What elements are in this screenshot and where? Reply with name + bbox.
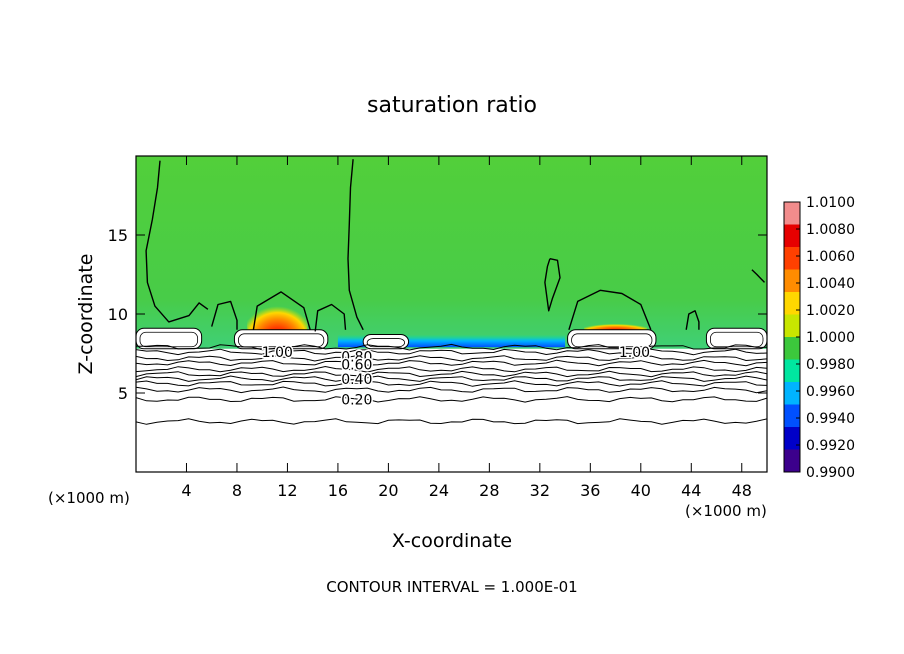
colorbar-label-3: 1.0060 xyxy=(806,249,855,265)
contour-label-6: 0.20 xyxy=(341,392,372,408)
colorbar-label-9: 0.9940 xyxy=(806,411,855,427)
unsaturated-region-4 xyxy=(567,329,657,350)
cloud-contour-3 xyxy=(252,291,311,330)
unsaturated-contour-4 xyxy=(571,333,653,348)
stable-contour-line-4 xyxy=(136,359,767,367)
cloud-contour-2 xyxy=(347,159,364,331)
contour-label-2: 1.00 xyxy=(619,345,650,361)
stable-contour-line-11 xyxy=(136,418,767,425)
contour-label-1: 1.00 xyxy=(262,345,293,361)
colorbar-label-11: 0.9900 xyxy=(806,465,855,481)
x-tick-label-4: 4 xyxy=(181,481,191,500)
x-tick-label-44: 44 xyxy=(681,481,701,500)
unsaturated-region-5 xyxy=(705,327,767,350)
unsaturated-contour-3 xyxy=(366,338,405,348)
y-axis-label: Z-coordinate xyxy=(75,254,97,375)
colorbar: 1.0100 1.0080 1.0060 1.0040 1.0020 1.0000 0.99… xyxy=(783,195,855,481)
colorbar-label-6: 1.0000 xyxy=(806,330,855,346)
colorbar-label-1: 1.0100 xyxy=(806,195,855,211)
x-tick-label-8: 8 xyxy=(232,481,242,500)
colorbar-label-7: 0.9980 xyxy=(806,357,855,373)
cloud-contour-1 xyxy=(145,160,209,323)
unsaturated-region-1 xyxy=(136,327,203,350)
colorbar-label-5: 1.0020 xyxy=(806,303,855,319)
x-unit-right: (×1000 m) xyxy=(685,502,767,520)
x-tick-label-28: 28 xyxy=(479,481,499,500)
colorbar-label-8: 0.9960 xyxy=(806,384,855,400)
x-tick-label-12: 12 xyxy=(277,481,297,500)
y-tick-label-10: 10 xyxy=(108,305,128,324)
cloud-contour-6 xyxy=(568,289,652,331)
colorbar-swatch-10 xyxy=(784,404,800,428)
unsaturated-contour-1 xyxy=(139,331,199,348)
unsaturated-region-3 xyxy=(362,334,410,350)
colorbar-swatch-9 xyxy=(784,382,800,405)
stable-contour-line-5 xyxy=(136,365,767,373)
colorbar-swatch-1 xyxy=(784,202,800,225)
colorbar-swatch-2 xyxy=(784,224,800,248)
x-axis: 4 8 12 16 20 24 28 32 36 40 44 48 xyxy=(181,156,752,500)
stable-contour-line-10 xyxy=(136,396,767,403)
plot-area: 1.00 1.00 0.800.600.40 0.20 xyxy=(136,156,767,472)
stable-contour-line-1 xyxy=(136,343,767,351)
chart-title: saturation ratio xyxy=(367,93,537,118)
x-tick-label-48: 48 xyxy=(732,481,752,500)
stable-contour-line-7 xyxy=(136,375,767,382)
colorbar-swatch-7 xyxy=(784,337,800,360)
colorbar-swatch-3 xyxy=(784,247,800,270)
x-tick-label-16: 16 xyxy=(328,481,348,500)
unsaturated-region-2 xyxy=(233,329,329,350)
contour-label-4: 0.60 xyxy=(341,358,372,374)
stable-contour-line-9 xyxy=(136,386,767,394)
x-tick-label-20: 20 xyxy=(378,481,398,500)
colorbar-swatch-11 xyxy=(784,427,800,450)
x-tick-label-40: 40 xyxy=(631,481,651,500)
stable-contour-line-6 xyxy=(136,370,767,378)
contour-label-5: 0.40 xyxy=(341,372,372,388)
lower-region xyxy=(136,348,767,472)
colorbar-swatch-4 xyxy=(784,269,800,293)
x-tick-label-24: 24 xyxy=(429,481,449,500)
cloud-contour-9 xyxy=(751,269,766,283)
colorbar-swatch-6 xyxy=(784,314,800,338)
x-tick-label-36: 36 xyxy=(580,481,600,500)
colorbar-swatch-8 xyxy=(784,359,800,383)
cloud-contour-8 xyxy=(685,310,700,330)
cloud-contour-7 xyxy=(544,258,561,312)
colorbar-label-10: 0.9920 xyxy=(806,438,855,454)
stable-contour-line-2 xyxy=(136,348,767,356)
cloud-contour-4 xyxy=(314,303,347,332)
colorbar-label-2: 1.0080 xyxy=(806,222,855,238)
stable-contour-line-8 xyxy=(136,380,767,387)
y-tick-label-5: 5 xyxy=(118,384,128,403)
unsaturated-contour-5 xyxy=(710,331,764,348)
x-axis-label: X-coordinate xyxy=(392,530,512,552)
colorbar-swatch-12 xyxy=(784,449,800,473)
x-unit-left: (×1000 m) xyxy=(48,489,130,507)
y-tick-label-15: 15 xyxy=(108,226,128,245)
colorbar-label-4: 1.0040 xyxy=(806,276,855,292)
contour-label-3: 0.80 xyxy=(341,350,372,366)
contour-interval-note: CONTOUR INTERVAL = 1.000E-01 xyxy=(326,578,577,596)
y-axis: 5 10 15 xyxy=(108,226,767,403)
colorbar-swatch-5 xyxy=(784,292,800,315)
cloud-contour-5 xyxy=(211,300,238,330)
x-tick-label-32: 32 xyxy=(530,481,550,500)
stable-contour-line-3 xyxy=(136,355,767,362)
